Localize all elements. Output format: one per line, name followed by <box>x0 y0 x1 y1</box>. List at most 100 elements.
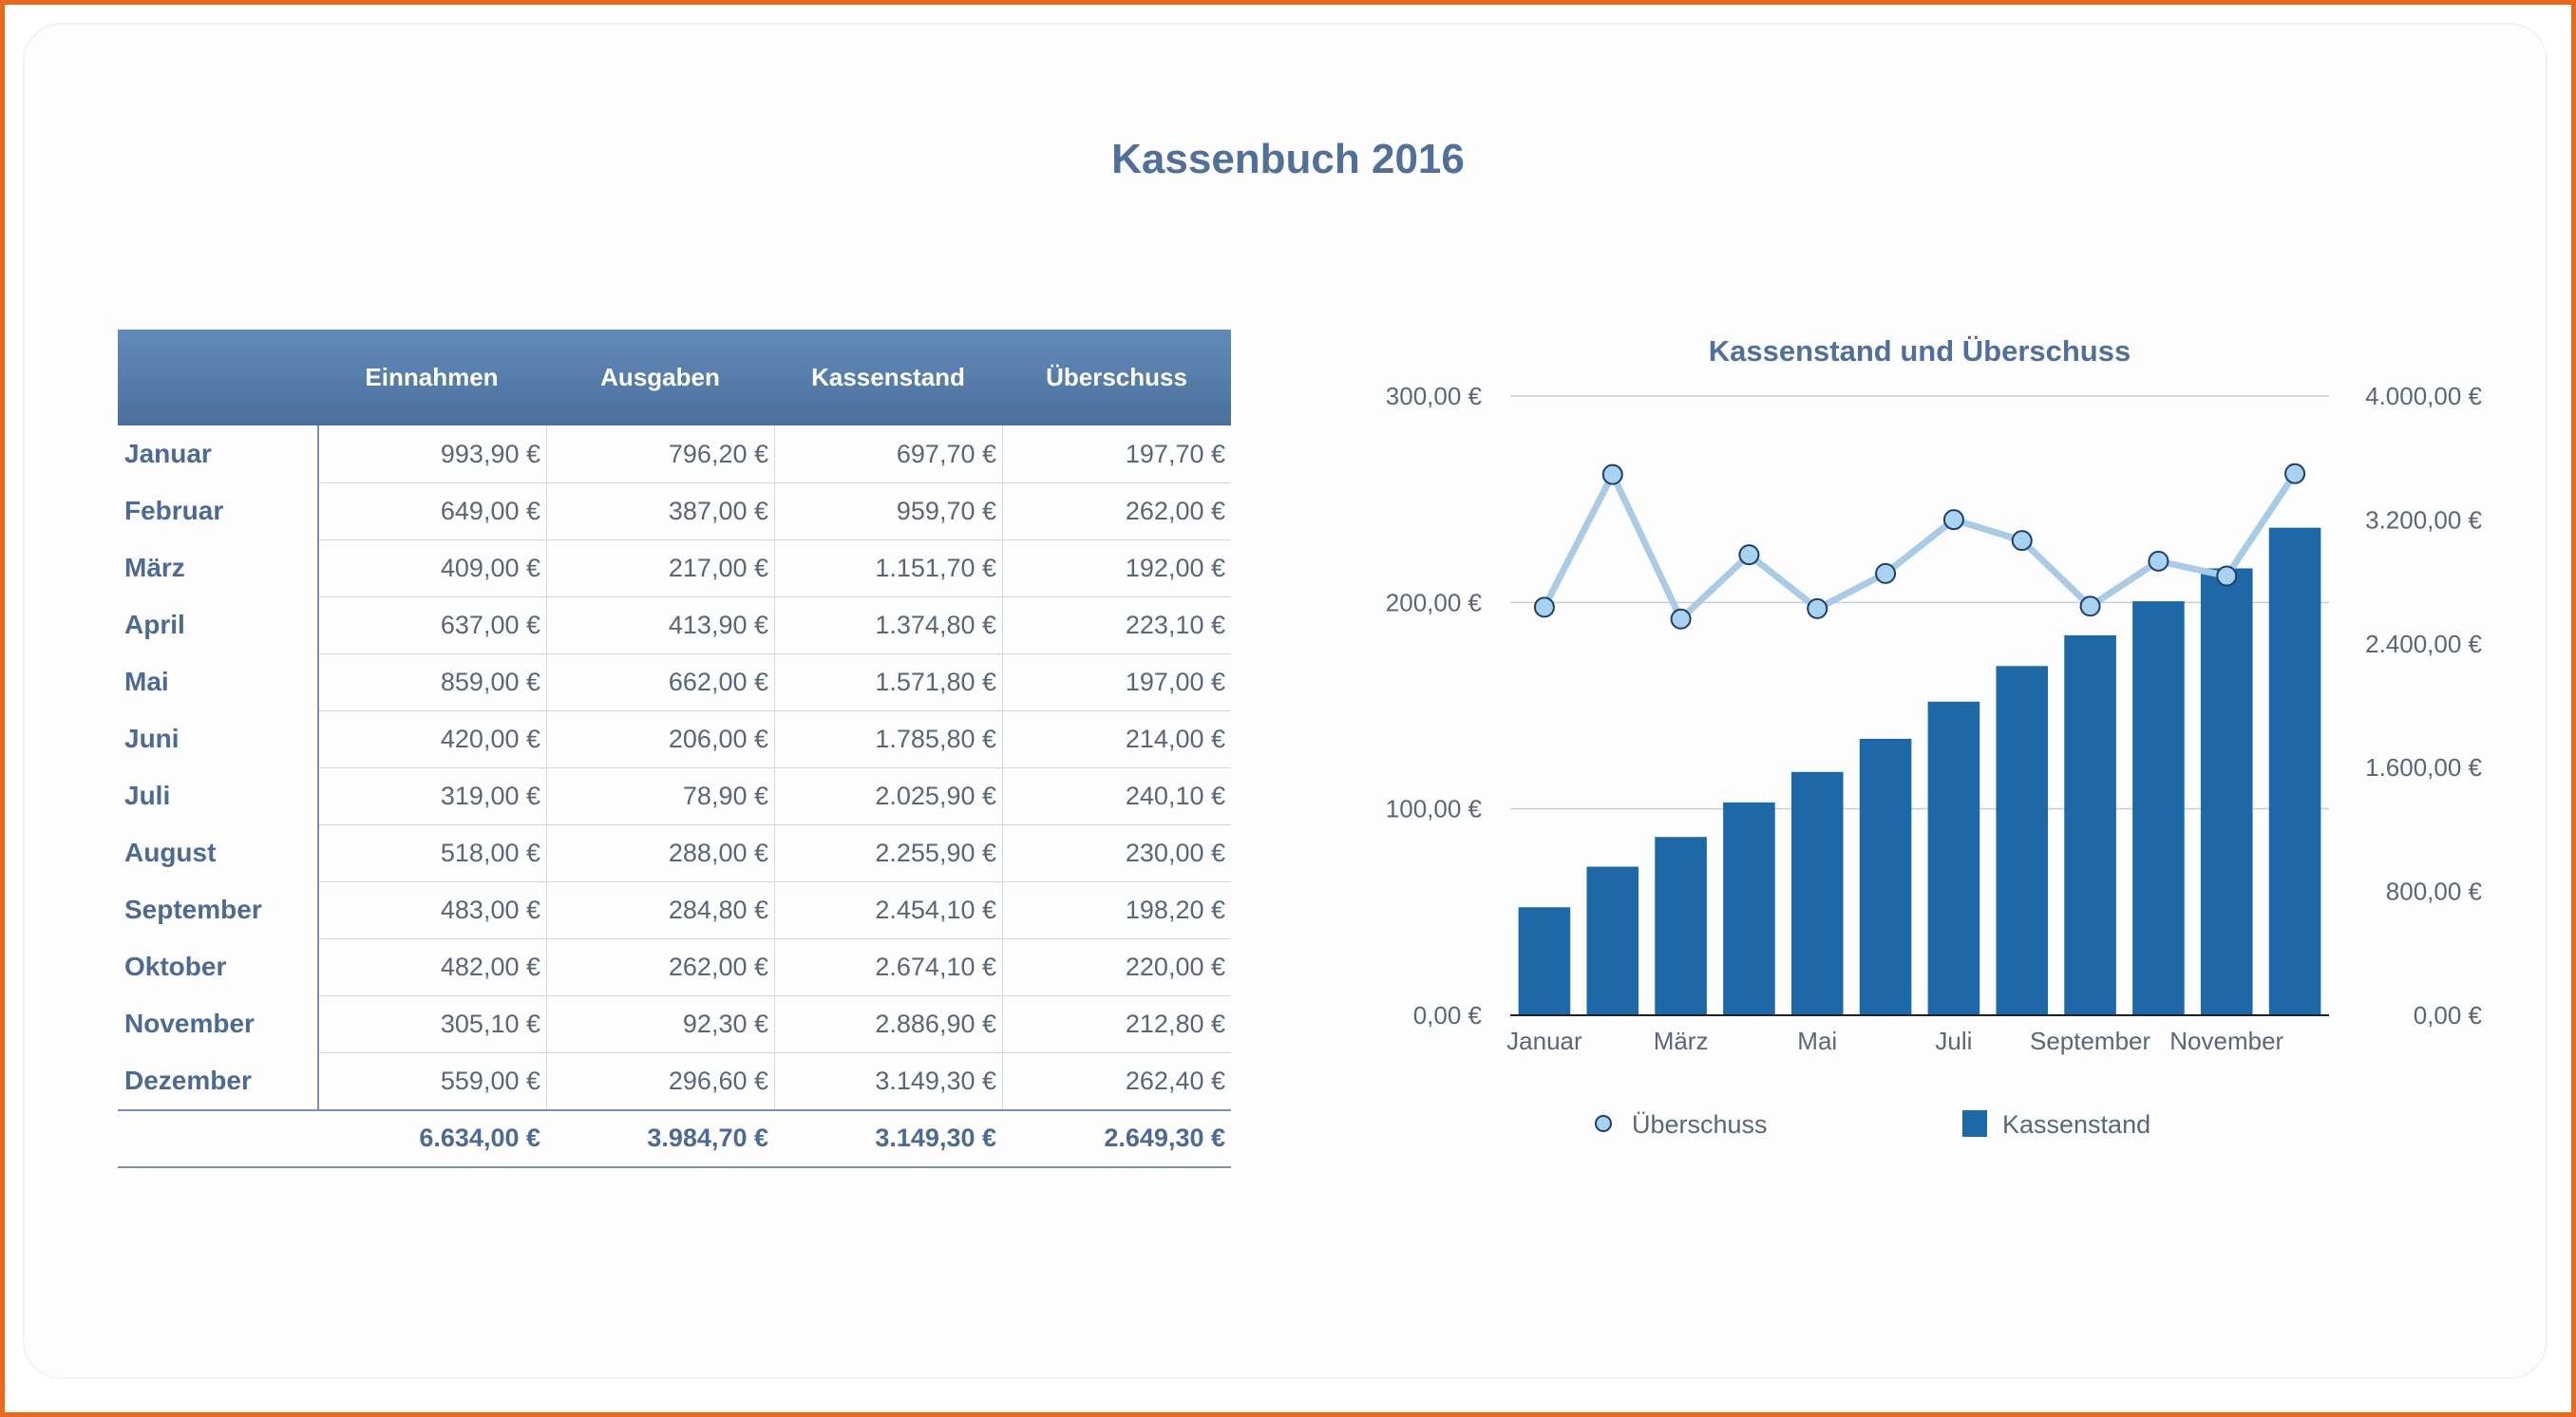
table-cell: 2.886,90 € <box>875 1010 996 1038</box>
table-cell: 262,00 € <box>668 953 768 981</box>
bar-kassenstand <box>2132 601 2185 1015</box>
table-cell: 518,00 € <box>440 839 540 867</box>
point-ueberschuss <box>1533 596 1555 618</box>
table-cell: 796,20 € <box>668 440 768 468</box>
table-cell: 197,00 € <box>1125 668 1225 696</box>
table-row: Mai 859,00 € 662,00 € 1.571,80 € 197,00 € <box>118 653 1231 710</box>
bar-kassenstand <box>1927 701 1980 1015</box>
table-cell: 482,00 € <box>440 953 540 981</box>
table-cell: 197,70 € <box>1125 440 1225 468</box>
table-cell: 198,20 € <box>1125 896 1225 924</box>
x-tick-label: November <box>2169 1027 2283 1055</box>
bar-kassenstand <box>1723 802 1775 1015</box>
table-body-bottom-line <box>118 1109 1231 1111</box>
total-cell: 3.149,30 € <box>875 1124 996 1152</box>
table-cell: 296,60 € <box>668 1067 768 1095</box>
point-ueberschuss <box>2284 463 2306 484</box>
table-cell: 483,00 € <box>440 896 540 924</box>
table-cell: 212,80 € <box>1125 1010 1225 1038</box>
y-left-tick-label: 200,00 € <box>1386 588 1483 616</box>
content-card <box>23 23 2548 1379</box>
bar-kassenstand <box>2200 568 2253 1015</box>
table-row: November 305,10 € 92,30 € 2.886,90 € 212,80 … <box>118 995 1231 1052</box>
column-divider <box>774 425 775 1109</box>
table-cell: 2.674,10 € <box>875 953 996 981</box>
bar-kassenstand <box>1996 666 2049 1015</box>
page-title: Kassenbuch 2016 <box>1111 136 1465 182</box>
table-row: Oktober 482,00 € 262,00 € 2.674,10 € 220,00 … <box>118 938 1231 995</box>
row-label: Dezember <box>124 1066 252 1095</box>
table-cell: 2.025,90 € <box>875 782 996 810</box>
bar-kassenstand <box>1859 738 1912 1015</box>
table-cell: 1.571,80 € <box>875 668 996 696</box>
bar-kassenstand <box>1586 866 1639 1015</box>
y-right-tick-label: 1.600,00 € <box>2365 753 2482 782</box>
y-right-tick-label: 3.200,00 € <box>2365 505 2482 534</box>
y-left-tick-label: 100,00 € <box>1386 795 1483 823</box>
table-cell: 387,00 € <box>668 497 768 525</box>
bar-kassenstand <box>1655 837 1707 1015</box>
table-cell: 993,90 € <box>440 440 540 468</box>
table-row: April 637,00 € 413,90 € 1.374,80 € 223,10 € <box>118 596 1231 653</box>
column-divider <box>546 425 547 1109</box>
x-tick-label: Juli <box>1935 1027 1972 1055</box>
bar-kassenstand <box>1790 771 1844 1015</box>
point-ueberschuss <box>2079 595 2101 617</box>
row-label: November <box>124 1009 255 1038</box>
point-ueberschuss <box>2148 550 2169 572</box>
table-cell: 240,10 € <box>1125 782 1225 810</box>
table-row: September 483,00 € 284,80 € 2.454,10 € 198,2… <box>118 881 1231 938</box>
row-label: Mai <box>124 667 169 696</box>
table-cell: 262,40 € <box>1125 1067 1225 1095</box>
legend-label-kassenstand: Kassenstand <box>2002 1110 2150 1139</box>
x-tick-label: Januar <box>1506 1027 1582 1055</box>
legend-marker-kassenstand <box>1962 1110 1987 1137</box>
table-row: Februar 649,00 € 387,00 € 959,70 € 262,00 € <box>118 482 1231 539</box>
table-cell: 220,00 € <box>1125 953 1225 981</box>
column-header: Ausgaben <box>600 363 720 391</box>
table-cell: 92,30 € <box>682 1010 768 1038</box>
y-right-tick-label: 800,00 € <box>2386 878 2483 906</box>
table-cell: 217,00 € <box>668 554 768 582</box>
table-cell: 959,70 € <box>896 497 996 525</box>
table-cell: 1.785,80 € <box>875 725 996 753</box>
table-cell: 662,00 € <box>668 668 768 696</box>
total-cell: 3.984,70 € <box>647 1124 768 1152</box>
row-label: März <box>124 553 185 582</box>
table-cell: 230,00 € <box>1125 839 1225 867</box>
table-row: Juni 420,00 € 206,00 € 1.785,80 € 214,00 € <box>118 710 1231 767</box>
table-cell: 319,00 € <box>440 782 540 810</box>
table-cell: 637,00 € <box>440 611 540 639</box>
x-tick-label: März <box>1654 1027 1709 1055</box>
legend-marker-ueberschuss <box>1595 1115 1612 1132</box>
row-label: Juni <box>124 724 180 753</box>
table-cell: 697,70 € <box>896 440 996 468</box>
table-header <box>118 330 1231 425</box>
table-bottom-line <box>118 1166 1231 1168</box>
table-cell: 3.149,30 € <box>875 1067 996 1095</box>
table-cell: 192,00 € <box>1125 554 1225 582</box>
row-label: April <box>124 610 185 639</box>
table-cell: 305,10 € <box>440 1010 540 1038</box>
point-ueberschuss <box>2011 530 2033 552</box>
table-cell: 206,00 € <box>668 725 768 753</box>
table-cell: 649,00 € <box>440 497 540 525</box>
table-cell: 288,00 € <box>668 839 768 867</box>
table-cell: 559,00 € <box>440 1067 540 1095</box>
column-header: Einnahmen <box>365 363 499 391</box>
table-cell: 2.454,10 € <box>875 896 996 924</box>
x-tick-label: Mai <box>1797 1027 1837 1055</box>
label-divider <box>317 425 319 1109</box>
table-cell: 214,00 € <box>1125 725 1225 753</box>
table-cell: 262,00 € <box>1125 497 1225 525</box>
y-left-tick-label: 0,00 € <box>1413 1001 1483 1030</box>
y-right-tick-label: 2.400,00 € <box>2365 630 2482 658</box>
row-label: Oktober <box>124 952 227 981</box>
point-ueberschuss <box>1807 597 1828 619</box>
table-cell: 284,80 € <box>668 896 768 924</box>
table-cell: 78,90 € <box>682 782 768 810</box>
table-cell: 223,10 € <box>1125 611 1225 639</box>
table-cell: 1.151,70 € <box>875 554 996 582</box>
bar-kassenstand <box>2064 634 2116 1015</box>
